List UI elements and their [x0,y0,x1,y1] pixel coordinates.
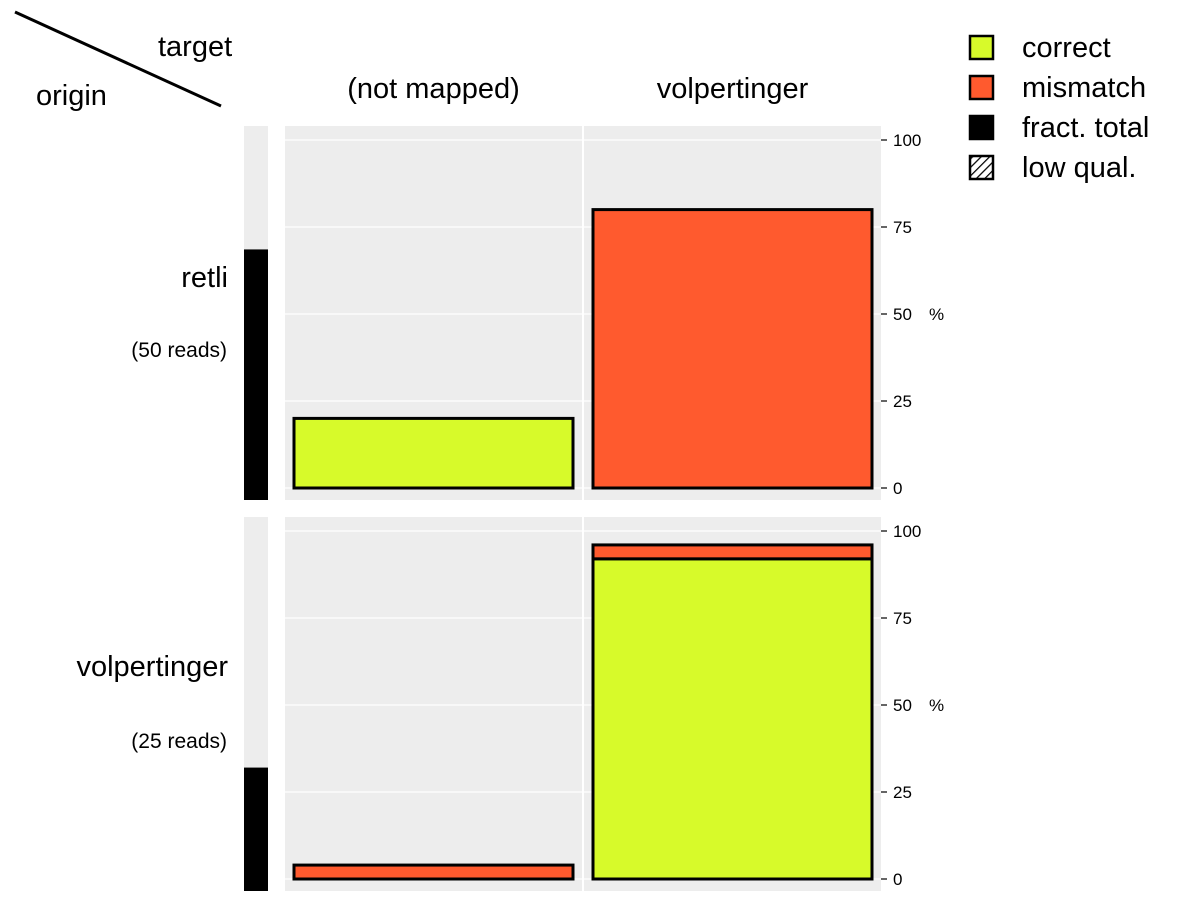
row-reads-label: (25 reads) [131,730,227,753]
correct-swatch [968,34,995,61]
legend-label-mismatch: mismatch [1022,72,1146,104]
fraction-total-bar [244,249,268,500]
legend-label-fraction: fract. total [1022,112,1149,144]
legend-label-lowqual: low qual. [1022,152,1136,184]
row-reads-label: (50 reads) [131,339,227,362]
fraction-total-bar [244,767,268,891]
y-tick-label: 75 [893,218,912,237]
row-origin-label: retli [181,262,228,294]
y-tick-label: 100 [893,131,921,150]
y-tick-label: 100 [893,522,921,541]
legend-label-correct: correct [1022,32,1111,64]
y-tick-label: 50 [893,696,912,715]
mismatch-swatch [968,74,995,101]
bar-correct [591,557,874,881]
column-header-0: (not mapped) [347,73,520,105]
hatched-swatch [968,154,995,181]
row-0: retli (50 reads) 0 25 50 75 100% [131,126,944,500]
corner-diagonal-line [14,10,222,108]
panel-background [285,517,582,891]
row-origin-label: volpertinger [76,651,228,683]
y-unit-label: % [929,305,944,324]
bar-mismatch [591,543,874,561]
y-unit-label: % [929,696,944,715]
column-header-1: volpertinger [657,73,809,105]
y-tick-label: 0 [893,870,902,889]
bar-mismatch [292,863,575,881]
y-tick-label: 50 [893,305,912,324]
y-tick-label: 25 [893,392,912,411]
bar-correct [292,416,575,490]
fraction-swatch [968,114,995,141]
row-1: volpertinger (25 reads) 0 25 50 75 100% [76,517,944,891]
bar-mismatch [591,208,874,490]
target-axis-label: target [158,31,232,63]
y-tick-label: 75 [893,609,912,628]
y-tick-label: 25 [893,783,912,802]
y-tick-label: 0 [893,479,902,498]
origin-axis-label: origin [36,80,107,112]
